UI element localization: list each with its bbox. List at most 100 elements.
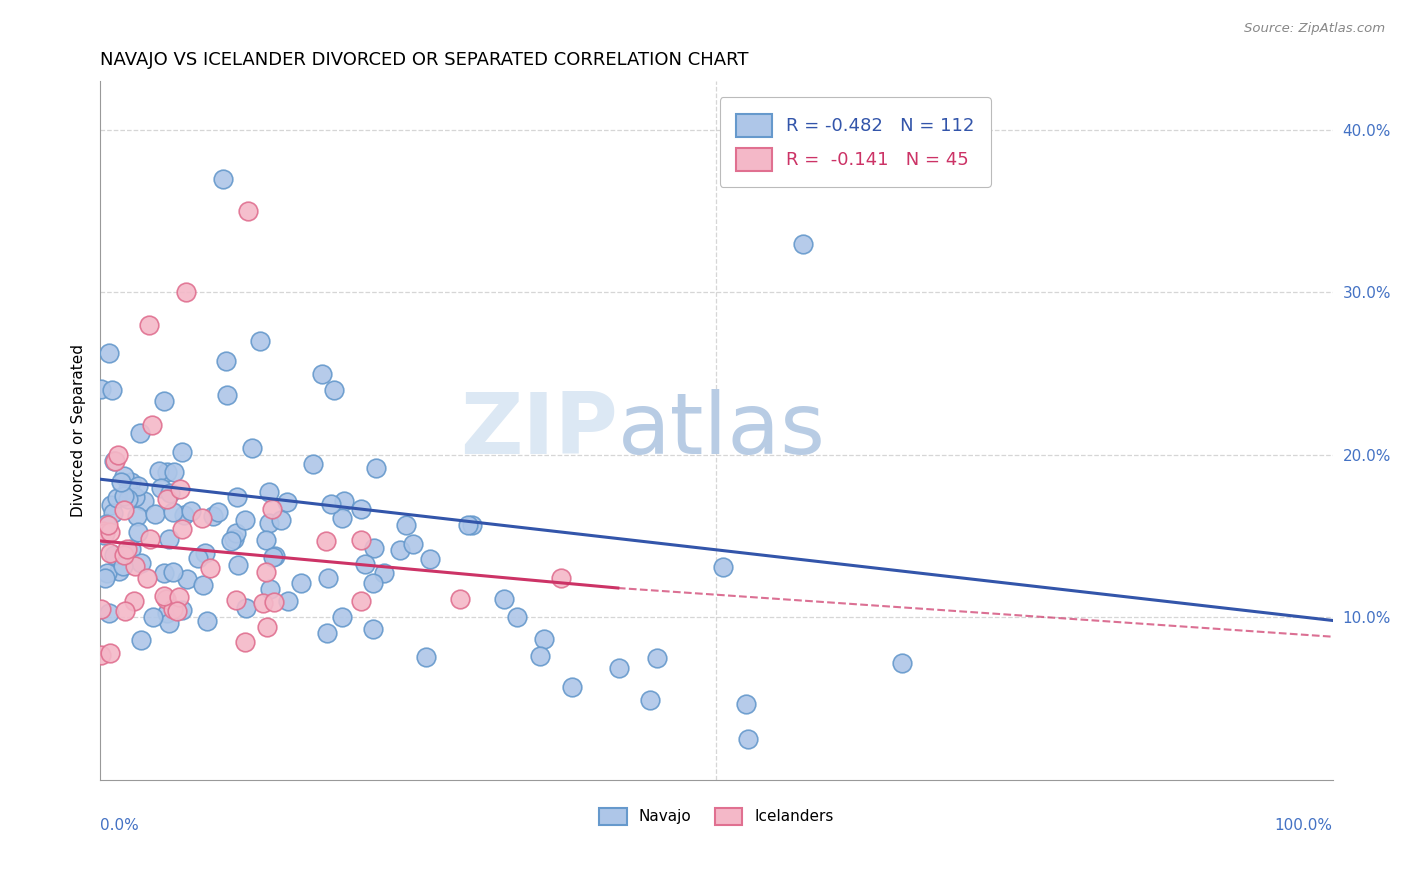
Point — [361, 622, 384, 636]
Point — [254, 565, 277, 579]
Point — [107, 448, 129, 462]
Point — [157, 615, 180, 630]
Point — [259, 582, 281, 597]
Point — [170, 603, 193, 617]
Point — [330, 609, 353, 624]
Point — [215, 388, 238, 402]
Point — [319, 498, 342, 512]
Point — [150, 481, 173, 495]
Point — [108, 564, 131, 578]
Point — [193, 578, 215, 592]
Point — [97, 345, 120, 359]
Point — [122, 594, 145, 608]
Point — [153, 394, 176, 409]
Point — [127, 524, 149, 539]
Point — [97, 607, 120, 621]
Point — [127, 479, 149, 493]
Point — [226, 558, 249, 572]
Point — [197, 614, 219, 628]
Point — [156, 491, 179, 506]
Text: 100.0%: 100.0% — [1275, 818, 1333, 833]
Point — [135, 571, 157, 585]
Point — [349, 501, 371, 516]
Point — [98, 524, 121, 539]
Point — [711, 560, 734, 574]
Point — [262, 502, 284, 516]
Point — [225, 525, 247, 540]
Point — [117, 491, 139, 506]
Point — [180, 504, 202, 518]
Point — [302, 457, 325, 471]
Point — [316, 571, 339, 585]
Point — [101, 383, 124, 397]
Point — [315, 533, 337, 548]
Point — [560, 680, 582, 694]
Point — [311, 367, 333, 381]
Point — [110, 475, 132, 490]
Point — [257, 485, 280, 500]
Point — [141, 417, 163, 432]
Point — [93, 527, 115, 541]
Point — [461, 518, 484, 533]
Point — [104, 454, 127, 468]
Point — [138, 318, 160, 332]
Point — [166, 603, 188, 617]
Point — [94, 526, 117, 541]
Point — [121, 475, 143, 490]
Point — [792, 236, 814, 251]
Point — [172, 444, 194, 458]
Point — [156, 607, 179, 621]
Point — [90, 648, 112, 663]
Point — [129, 426, 152, 441]
Point — [270, 513, 292, 527]
Point — [142, 610, 165, 624]
Point — [233, 513, 256, 527]
Point — [162, 505, 184, 519]
Point — [124, 490, 146, 504]
Point — [316, 625, 339, 640]
Point — [207, 505, 229, 519]
Point — [212, 171, 235, 186]
Point — [97, 517, 120, 532]
Point — [262, 550, 284, 565]
Point — [256, 620, 278, 634]
Point — [96, 566, 118, 581]
Point — [233, 634, 256, 648]
Point — [449, 591, 471, 606]
Point — [415, 649, 437, 664]
Point — [105, 491, 128, 505]
Point — [162, 602, 184, 616]
Text: ZIP: ZIP — [460, 389, 617, 472]
Point — [124, 558, 146, 573]
Point — [176, 572, 198, 586]
Point — [395, 518, 418, 533]
Point — [350, 533, 373, 547]
Point — [332, 494, 354, 508]
Point — [263, 595, 285, 609]
Point — [638, 692, 661, 706]
Point — [607, 661, 630, 675]
Point — [98, 646, 121, 660]
Point — [117, 482, 139, 496]
Point — [114, 604, 136, 618]
Point — [90, 383, 112, 397]
Point — [112, 469, 135, 483]
Point — [236, 204, 259, 219]
Point — [221, 534, 243, 549]
Point — [225, 593, 247, 607]
Legend: Navajo, Icelanders: Navajo, Icelanders — [593, 802, 839, 831]
Point — [529, 648, 551, 663]
Point — [353, 557, 375, 571]
Point — [249, 334, 271, 348]
Point — [257, 516, 280, 531]
Point — [163, 465, 186, 479]
Point — [323, 383, 346, 397]
Point — [222, 532, 245, 546]
Point — [890, 656, 912, 670]
Point — [156, 465, 179, 479]
Point — [550, 571, 572, 585]
Point — [155, 592, 177, 607]
Point — [276, 495, 298, 509]
Point — [363, 541, 385, 555]
Point — [112, 549, 135, 563]
